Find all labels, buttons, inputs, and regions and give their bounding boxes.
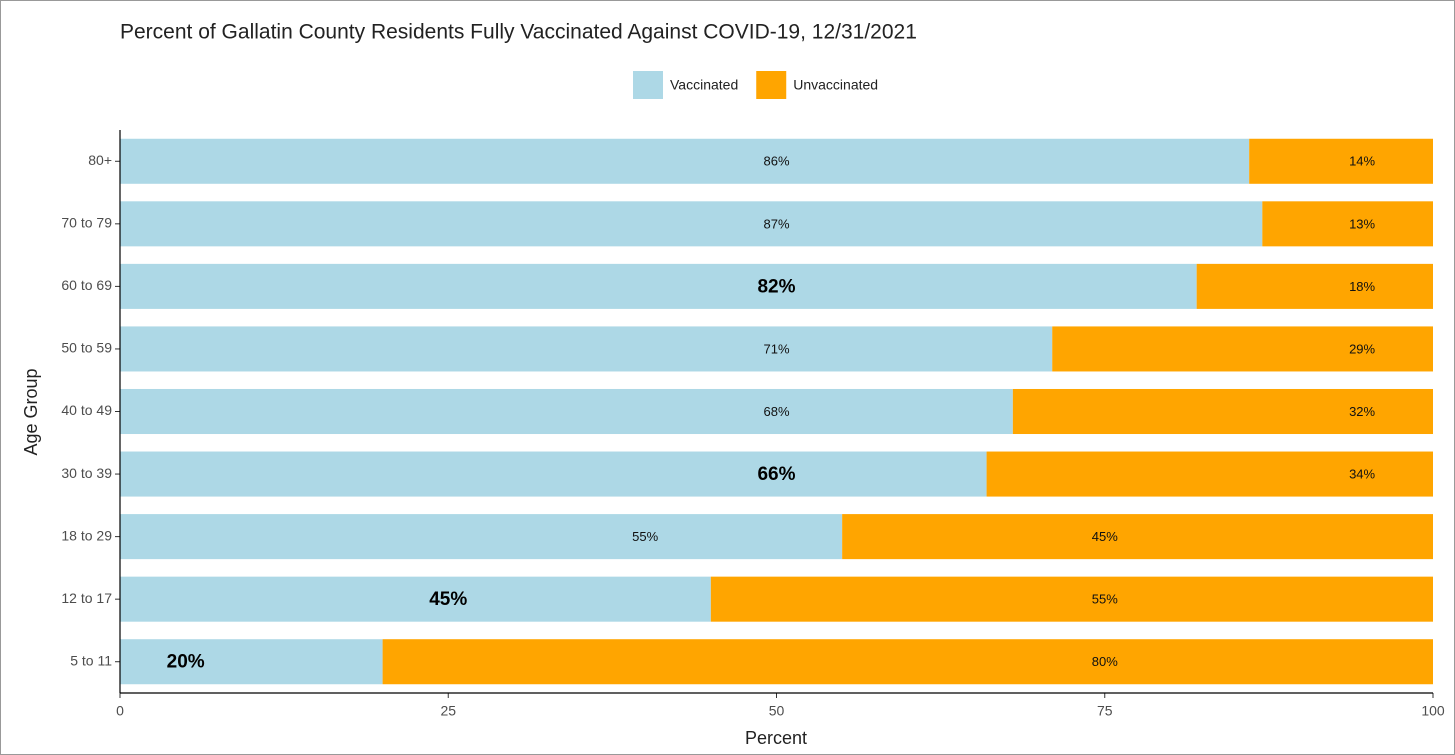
bar [1196, 263, 1433, 309]
value-label: 71% [763, 341, 789, 356]
value-label: 87% [763, 216, 789, 231]
bar [986, 451, 1433, 497]
value-label: 14% [1349, 154, 1375, 169]
value-label: 29% [1349, 341, 1375, 356]
legend-label: Vaccinated [670, 77, 738, 93]
bar [120, 576, 711, 622]
y-tick-label: 30 to 39 [61, 465, 112, 481]
chart-title: Percent of Gallatin County Residents Ful… [120, 21, 917, 44]
bar [1012, 388, 1433, 435]
value-label: 45% [429, 589, 467, 610]
bar [120, 639, 383, 685]
x-tick-label: 75 [1097, 703, 1113, 719]
value-label: 34% [1349, 466, 1375, 481]
value-label: 82% [757, 276, 795, 297]
y-tick-label: 70 to 79 [61, 215, 112, 231]
bar [120, 388, 1013, 435]
bar [842, 514, 1433, 560]
y-tick-label: 60 to 69 [61, 277, 112, 293]
x-tick-label: 50 [769, 703, 785, 719]
y-tick-label: 12 to 17 [61, 590, 112, 606]
y-tick-label: 80+ [88, 152, 112, 168]
bar [120, 263, 1197, 309]
value-label: 13% [1349, 216, 1375, 231]
bar [1262, 201, 1433, 247]
value-label: 32% [1349, 404, 1375, 419]
bar [120, 201, 1263, 247]
bar [120, 514, 843, 560]
bar [120, 451, 987, 497]
y-axis-title: Age Group [21, 368, 41, 455]
x-tick-label: 25 [440, 703, 456, 719]
bar [1249, 138, 1433, 184]
value-label: 45% [1092, 529, 1118, 544]
bar [120, 138, 1250, 184]
value-label: 80% [1092, 654, 1118, 669]
bar [120, 326, 1053, 372]
y-tick-label: 5 to 11 [70, 652, 112, 668]
y-tick-label: 50 to 59 [61, 340, 112, 356]
value-label: 68% [763, 404, 789, 419]
bar [382, 639, 1434, 685]
x-axis-title: Percent [745, 728, 807, 748]
y-tick-label: 18 to 29 [61, 527, 112, 543]
value-label: 18% [1349, 279, 1375, 294]
x-tick-label: 100 [1421, 703, 1445, 719]
bar [1052, 326, 1433, 372]
value-label: 86% [763, 154, 789, 169]
value-label: 55% [1092, 592, 1118, 607]
x-tick-label: 0 [116, 703, 124, 719]
y-tick-label: 40 to 49 [61, 402, 112, 418]
value-label: 55% [632, 529, 658, 544]
bar [710, 576, 1433, 622]
legend-swatch [633, 71, 663, 99]
legend-label: Unvaccinated [793, 77, 878, 93]
value-label: 20% [167, 652, 205, 673]
legend-swatch [756, 71, 787, 99]
value-label: 66% [757, 464, 795, 485]
